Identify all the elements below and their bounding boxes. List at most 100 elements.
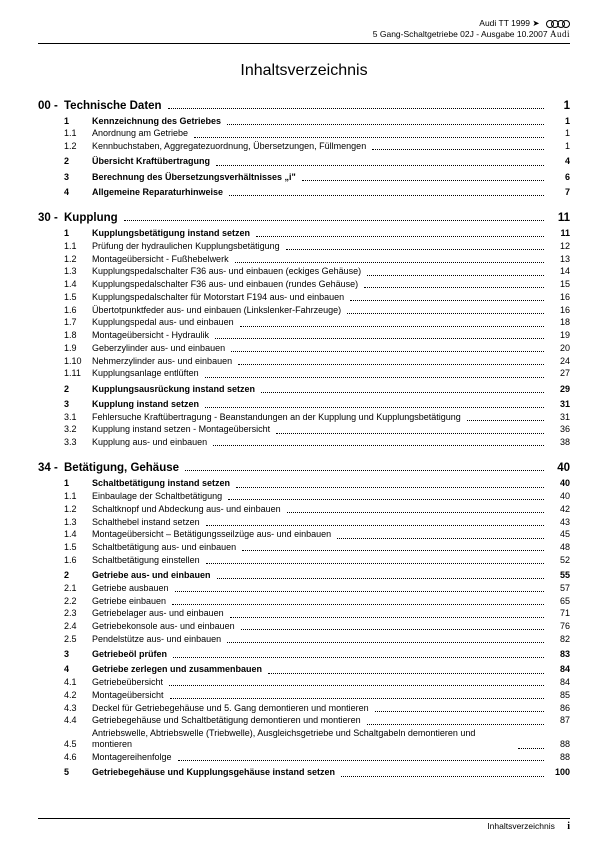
- toc-entry: 2.1Getriebe ausbauen57: [38, 583, 570, 594]
- toc-entry: 1.6Schaltbetätigung einstellen52: [38, 555, 570, 566]
- entry-page: 1: [548, 141, 570, 152]
- leader-dots: [286, 249, 544, 250]
- entry-label: Schaltknopf und Abdeckung aus- und einba…: [92, 504, 281, 515]
- leader-dots: [241, 629, 544, 630]
- toc-entry: 1.5Kupplungspedalschalter für Motorstart…: [38, 292, 570, 303]
- toc-entry: 1.4Kupplungspedalschalter F36 aus- und e…: [38, 279, 570, 290]
- toc-entry: 2.2Getriebe einbauen65: [38, 596, 570, 607]
- section-heading: 30 -Kupplung11: [38, 212, 570, 224]
- entry-page: 6: [548, 172, 570, 183]
- entry-index: 4: [64, 187, 92, 198]
- leader-dots: [213, 445, 544, 446]
- toc-entry: 1Kupplungsbetätigung instand setzen11: [38, 228, 570, 239]
- entry-index: 1.5: [64, 542, 92, 553]
- toc-entry: 1.2Montageübersicht - Fußhebelwerk13: [38, 254, 570, 265]
- entry-index: 1.3: [64, 266, 92, 277]
- entry-label: Getriebe ausbauen: [92, 583, 169, 594]
- entry-page: 27: [548, 368, 570, 379]
- entry-page: 40: [548, 491, 570, 502]
- entry-page: 84: [548, 664, 570, 675]
- leader-dots: [217, 578, 544, 579]
- entry-page: 71: [548, 608, 570, 619]
- entry-label: Getriebekonsole aus- und einbauen: [92, 621, 235, 632]
- entry-page: 48: [548, 542, 570, 553]
- entry-label: Getriebegehäuse und Schaltbetätigung dem…: [92, 715, 361, 726]
- page-footer: Inhaltsverzeichnis i: [38, 818, 570, 832]
- toc-entry: 2Übersicht Kraftübertragung4: [38, 156, 570, 167]
- leader-dots: [375, 711, 544, 712]
- entry-label: Einbaulage der Schaltbetätigung: [92, 491, 222, 502]
- entry-page: 65: [548, 596, 570, 607]
- leader-dots: [364, 287, 544, 288]
- entry-page: 1: [548, 128, 570, 139]
- leader-dots: [242, 550, 544, 551]
- toc-entry: 2.3Getriebelager aus- und einbauen71: [38, 608, 570, 619]
- leader-dots: [302, 180, 544, 181]
- entry-index: 3.2: [64, 424, 92, 435]
- entry-page: 24: [548, 356, 570, 367]
- entry-index: 5: [64, 767, 92, 778]
- toc-entry: 1.10Nehmerzylinder aus- und einbauen24: [38, 356, 570, 367]
- entry-label: Getriebelager aus- und einbauen: [92, 608, 224, 619]
- entry-label: Montageübersicht – Betätigungsseilzüge a…: [92, 529, 331, 540]
- entry-index: 2: [64, 384, 92, 395]
- toc-entry: 2Kupplungsausrückung instand setzen29: [38, 384, 570, 395]
- entry-label: Schaltbetätigung instand setzen: [92, 478, 230, 489]
- section-page: 40: [548, 462, 570, 474]
- entry-label: Montageübersicht - Hydraulik: [92, 330, 209, 341]
- toc-entry: 1.3Kupplungspedalschalter F36 aus- und e…: [38, 266, 570, 277]
- entry-index: 3: [64, 399, 92, 410]
- entry-page: 82: [548, 634, 570, 645]
- leader-dots: [170, 698, 544, 699]
- entry-index: 3: [64, 172, 92, 183]
- document-header: Audi TT 1999 ➤ 5 Gang-Schaltgetriebe 02J…: [38, 18, 570, 44]
- entry-page: 100: [548, 767, 570, 778]
- entry-page: 86: [548, 703, 570, 714]
- entry-label: Schaltbetätigung aus- und einbauen: [92, 542, 236, 553]
- entry-index: 3: [64, 649, 92, 660]
- toc-entry: 4.3Deckel für Getriebegehäuse und 5. Gan…: [38, 703, 570, 714]
- entry-label: Kennzeichnung des Getriebes: [92, 116, 221, 127]
- entry-page: 31: [548, 399, 570, 410]
- leader-dots: [216, 165, 544, 166]
- leader-dots: [205, 377, 544, 378]
- audi-rings-icon: [546, 20, 571, 28]
- entry-label: Nehmerzylinder aus- und einbauen: [92, 356, 232, 367]
- leader-dots: [367, 275, 544, 276]
- leader-dots: [227, 642, 544, 643]
- leader-dots: [172, 604, 544, 605]
- leader-dots: [185, 470, 544, 471]
- entry-label: Anordnung am Getriebe: [92, 128, 188, 139]
- leader-dots: [518, 748, 544, 749]
- toc-entry: 3.1Fehlersuche Kraftübertragung - Beanst…: [38, 412, 570, 423]
- entry-label: Kupplung instand setzen - Montageübersic…: [92, 424, 270, 435]
- leader-dots: [230, 617, 544, 618]
- entry-index: 2.5: [64, 634, 92, 645]
- toc-entry: 4.5Antriebswelle, Abtriebswelle (Triebwe…: [38, 728, 570, 751]
- leader-dots: [367, 724, 544, 725]
- entry-index: 1.11: [64, 368, 92, 379]
- toc-entry: 2Getriebe aus- und einbauen55: [38, 570, 570, 581]
- entry-label: Schaltbetätigung einstellen: [92, 555, 200, 566]
- entry-page: 42: [548, 504, 570, 515]
- entry-label: Kupplungspedalschalter F36 aus- und einb…: [92, 279, 358, 290]
- toc-entry: 1Schaltbetätigung instand setzen40: [38, 478, 570, 489]
- entry-page: 88: [548, 752, 570, 763]
- entry-page: 52: [548, 555, 570, 566]
- entry-page: 31: [548, 412, 570, 423]
- leader-dots: [175, 591, 544, 592]
- footer-label: Inhaltsverzeichnis: [487, 821, 555, 831]
- entry-label: Kennbuchstaben, Aggregatezuordnung, Über…: [92, 141, 366, 152]
- entry-label: Antriebswelle, Abtriebswelle (Triebwelle…: [92, 728, 512, 751]
- entry-index: 3.1: [64, 412, 92, 423]
- leader-dots: [347, 313, 544, 314]
- toc-entry: 1.1Anordnung am Getriebe 1: [38, 128, 570, 139]
- entry-index: 1.2: [64, 504, 92, 515]
- section-page: 1: [548, 100, 570, 112]
- entry-page: 13: [548, 254, 570, 265]
- toc-entry: 1.1Einbaulage der Schaltbetätigung40: [38, 491, 570, 502]
- toc-entry: 4Allgemeine Reparaturhinweise7: [38, 187, 570, 198]
- entry-index: 1.1: [64, 128, 92, 139]
- entry-label: Deckel für Getriebegehäuse und 5. Gang d…: [92, 703, 369, 714]
- toc-entry: 1.3Schalthebel instand setzen43: [38, 517, 570, 528]
